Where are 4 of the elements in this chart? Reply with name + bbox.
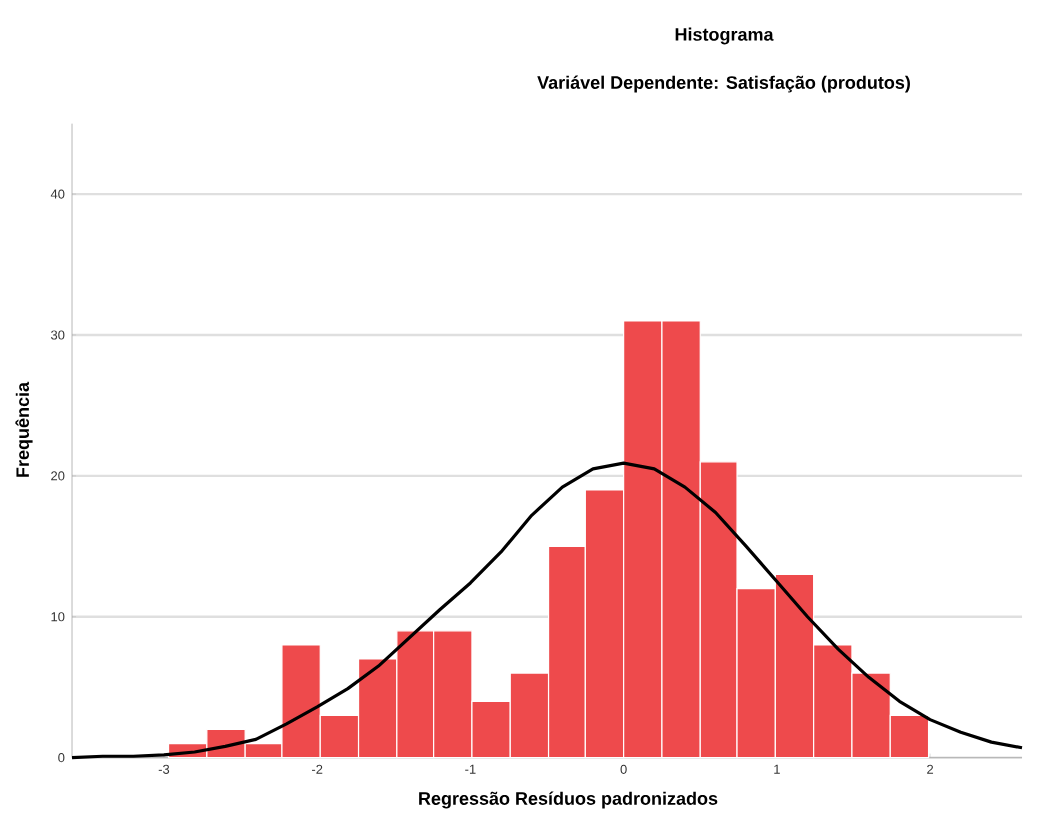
y-axis-title: Frequência [15,381,33,477]
chart-title: Histograma [675,27,774,45]
chart-subtitle: Variável Dependente: Satisfação (produtos) [537,75,910,93]
x-axis-title: Regressão Resíduos padronizados [419,791,718,809]
